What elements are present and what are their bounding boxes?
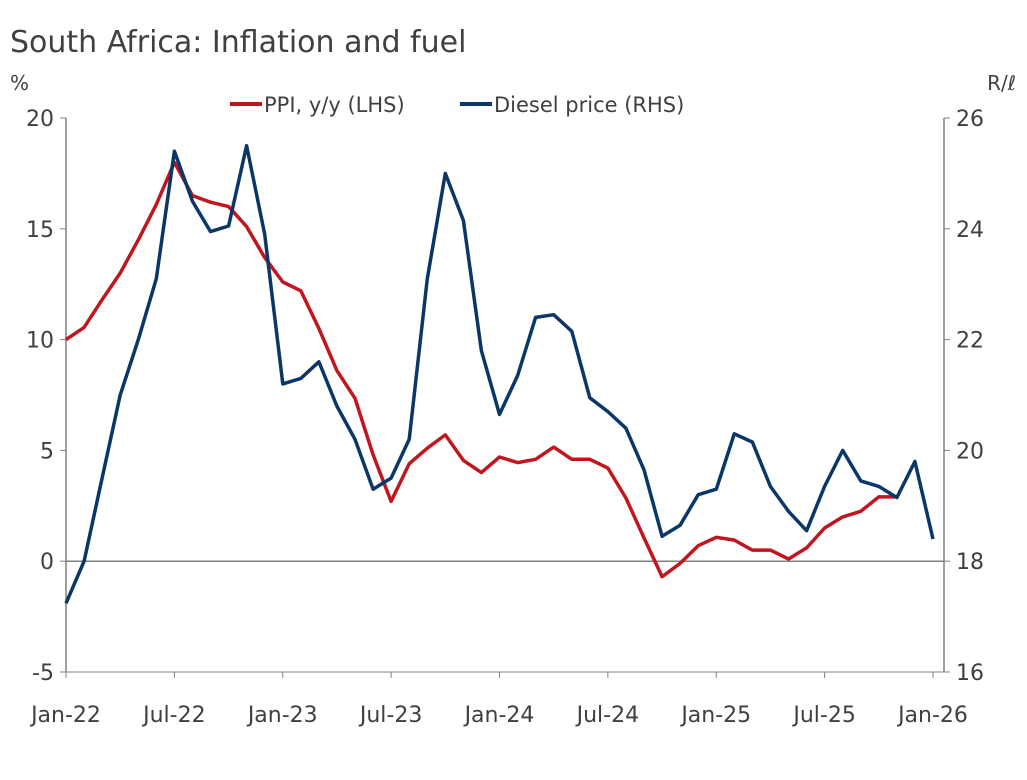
x-tick-label: Jul-22 (141, 703, 205, 728)
legend: PPI, y/y (LHS) Diesel price (RHS) (230, 93, 684, 117)
right-axis-unit: R/ℓ (987, 71, 1016, 95)
left-tick-label: 5 (40, 439, 54, 464)
left-tick-label: 20 (26, 107, 54, 132)
right-tick-label: 18 (956, 550, 984, 575)
right-tick-label: 24 (956, 218, 984, 243)
x-tick-label: Jan-23 (246, 703, 318, 728)
x-tick-label: Jul-24 (575, 703, 639, 728)
right-tick-label: 22 (956, 329, 984, 354)
right-tick-label: 26 (956, 107, 984, 132)
x-tick-label: Jul-23 (358, 703, 422, 728)
legend-label-ppi: PPI, y/y (LHS) (264, 93, 405, 117)
right-tick-label: 16 (956, 661, 984, 686)
x-tick-label: Jan-22 (29, 703, 101, 728)
diesel-line (64, 143, 935, 604)
left-axis-unit: % (10, 71, 29, 95)
x-tick-label: Jul-25 (791, 703, 855, 728)
x-tick-label: Jan-24 (463, 703, 535, 728)
left-tick-label: -5 (32, 661, 54, 686)
chart-title: South Africa: Inflation and fuel (10, 25, 466, 60)
left-tick-label: 15 (26, 218, 54, 243)
legend-label-diesel: Diesel price (RHS) (494, 93, 684, 117)
x-tick-label: Jan-25 (679, 703, 751, 728)
ppi-line (65, 160, 897, 579)
left-tick-label: 10 (26, 329, 54, 354)
right-tick-label: 20 (956, 439, 984, 464)
left-tick-label: 0 (40, 550, 54, 575)
x-tick-label: Jan-26 (896, 703, 968, 728)
